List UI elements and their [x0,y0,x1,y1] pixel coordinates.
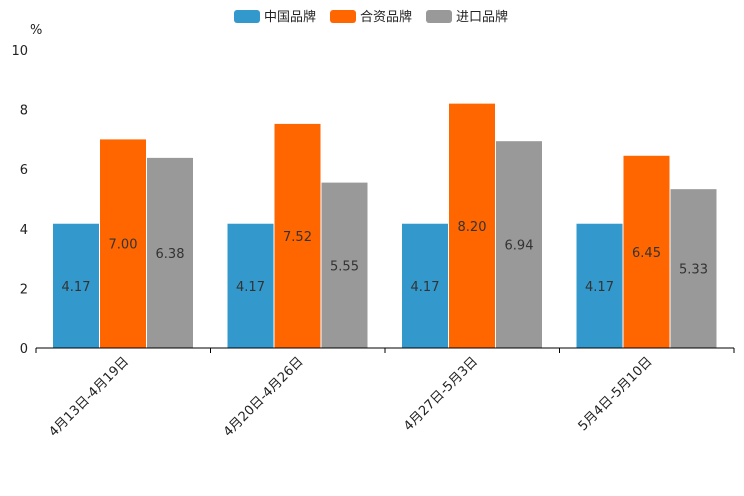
legend-label: 合资品牌 [360,9,412,25]
bar-value-label: 4.17 [236,280,265,295]
bar [147,157,193,348]
bar-value-label: 4.17 [411,280,440,295]
bar [670,189,717,348]
bar [321,182,368,348]
x-tick-label: 4月27日-5月3日 [401,354,481,434]
bar [576,223,623,348]
y-axis-label: % [30,23,42,38]
bar [402,223,448,348]
bar [623,155,670,348]
bar-value-label: 7.00 [109,238,138,253]
legend: 中国品牌 合资品牌 进口品牌 [234,9,508,25]
bar [227,223,274,348]
bar-value-label: 4.17 [585,280,614,295]
legend-swatch [234,10,260,23]
bar-value-label: 5.33 [679,263,708,278]
bar-value-label: 8.20 [458,220,487,235]
legend-swatch [330,10,356,23]
bar-value-label: 6.45 [632,246,661,261]
bar-value-label: 6.38 [156,247,185,262]
y-tick-label: 8 [20,104,28,119]
bar-value-label: 6.94 [505,239,534,254]
bar-value-label: 5.55 [330,259,359,274]
bar-value-label: 7.52 [283,230,312,245]
bar [449,103,495,348]
y-tick-label: 4 [20,223,28,238]
bar [274,123,321,349]
x-axis-ticks: 4月13日-4月19日 4月20日-4月26日 4月27日-5月3日 5月4日-5月1… [35,348,735,440]
x-tick-label: 4月13日-4月19日 [46,354,132,440]
y-axis-ticks: 0 2 4 6 8 10 [11,44,28,357]
bar [100,139,146,348]
y-tick-label: 2 [20,282,28,297]
x-tick-label: 5月4日-5月10日 [576,354,656,434]
y-tick-label: 6 [20,163,28,178]
y-tick-label: 0 [20,342,28,357]
legend-swatch [426,10,452,23]
legend-label: 中国品牌 [264,9,316,25]
x-tick-label: 4月20日-4月26日 [221,354,307,440]
bar [496,141,542,348]
y-tick-label: 10 [11,44,28,59]
bar [53,223,99,348]
bars: 4.17 7.00 6.38 4.17 7.52 5.55 4.17 8.20 6.94 4.17… [53,103,717,349]
bar-value-label: 4.17 [62,280,91,295]
legend-label: 进口品牌 [456,9,508,25]
